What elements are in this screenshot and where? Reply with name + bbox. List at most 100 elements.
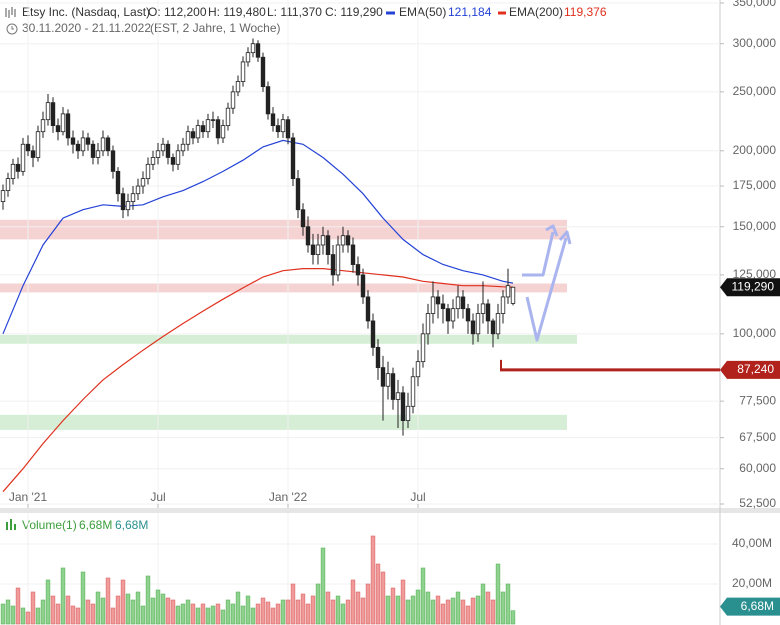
candle-body (175, 150, 181, 165)
y-tick-label: 125,000 (733, 267, 777, 281)
candle-body (280, 119, 286, 133)
candle-body (170, 157, 176, 165)
candle-body (425, 313, 431, 335)
candle-body (95, 150, 101, 158)
volume-bar (380, 571, 386, 625)
volume-title: Volume(1) (22, 518, 77, 532)
volume-bar (80, 571, 86, 625)
candle-body (225, 107, 231, 127)
volume-bar (175, 605, 181, 625)
candle-body (290, 137, 296, 180)
volume-bar (280, 599, 286, 625)
volume-value: 6,68M (79, 518, 112, 532)
open-value: O: 112,200 (148, 5, 207, 19)
candle-body (220, 125, 226, 139)
volume-bar (355, 591, 361, 625)
volume-bar (415, 589, 421, 625)
candle-body (180, 143, 186, 152)
volume-bar (375, 563, 381, 625)
candle-body (75, 143, 81, 152)
volume-bar (405, 599, 411, 625)
y-tick-label: 40,00M (732, 536, 772, 550)
volume-bar (60, 567, 66, 625)
candle-body (380, 367, 386, 387)
candle-body (295, 178, 301, 211)
volume-bar (455, 591, 461, 625)
candle-body (110, 150, 116, 172)
volume-bar (425, 591, 431, 625)
volume-bar (5, 599, 11, 625)
volume-bar (85, 599, 91, 625)
candle-body (505, 285, 511, 298)
volume-bar (275, 603, 281, 625)
legend-value: 121,184 (448, 5, 492, 19)
volume-bar (160, 593, 166, 625)
volume-bar (370, 535, 376, 625)
candle-body (130, 193, 136, 202)
candle-body (115, 170, 121, 195)
chart-icon (5, 7, 16, 18)
candle-body (145, 163, 151, 180)
ema-line (2, 268, 514, 493)
candle-body (185, 131, 191, 145)
candle-body (260, 56, 266, 88)
volume-bar (345, 599, 351, 625)
volume-bar (340, 603, 346, 625)
volume-bar (0, 603, 6, 625)
candle-body (285, 119, 291, 139)
value-tag-label: 87,240 (737, 362, 774, 376)
candle-body (375, 346, 381, 368)
candle-body (420, 333, 426, 363)
volume-bar (265, 601, 271, 625)
volume-bar (385, 595, 391, 625)
volume-bar (420, 567, 426, 625)
volume-bar (300, 593, 306, 625)
x-tick-label: Jul (150, 490, 165, 504)
volume-bar (240, 605, 246, 625)
low-value: L: 111,370 (267, 5, 322, 19)
volume-bar (40, 599, 46, 625)
volume-bar (295, 599, 301, 625)
volume-bar (165, 597, 171, 625)
candle-body (200, 125, 206, 133)
volume-bar (220, 609, 226, 625)
candle-body (100, 137, 106, 152)
volume-bar (230, 603, 236, 625)
y-tick-label: 300,000 (733, 36, 777, 50)
y-tick-label: 77,500 (739, 393, 776, 407)
candle-body (350, 244, 356, 265)
candle-body (35, 131, 41, 158)
candle-body (485, 303, 491, 322)
candle-body (390, 373, 396, 400)
volume-bar (505, 583, 511, 625)
candle-body (10, 163, 16, 180)
close-value: C: 119,290 (325, 5, 383, 19)
candle-body (155, 150, 161, 158)
candle-body (475, 313, 481, 335)
volume-bar (125, 593, 131, 625)
candle-body (335, 244, 341, 276)
candle-body (320, 235, 326, 246)
volume-bar (185, 599, 191, 625)
candle-body (240, 61, 246, 82)
y-tick-label: 52,500 (739, 496, 776, 510)
candle-body (55, 125, 61, 133)
candle-body (70, 137, 76, 145)
candle-body (210, 119, 216, 121)
candle-body (140, 178, 146, 187)
candle-body (235, 81, 241, 93)
volume-bar (325, 591, 331, 625)
volume-bar (115, 595, 121, 625)
candle-body (365, 296, 371, 322)
volume-bar (20, 607, 26, 625)
y-tick-label: 250,000 (733, 84, 777, 98)
volume-bar (30, 591, 36, 625)
zone (0, 283, 567, 293)
volume-bar (390, 587, 396, 625)
legend-label: EMA(50) (399, 5, 446, 19)
candle-body (450, 308, 456, 322)
volume-bar (130, 599, 136, 625)
volume-bar (110, 607, 116, 625)
candle-body (355, 264, 361, 276)
